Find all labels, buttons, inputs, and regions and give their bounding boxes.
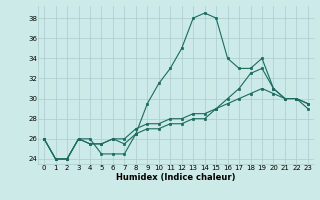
X-axis label: Humidex (Indice chaleur): Humidex (Indice chaleur) xyxy=(116,173,236,182)
